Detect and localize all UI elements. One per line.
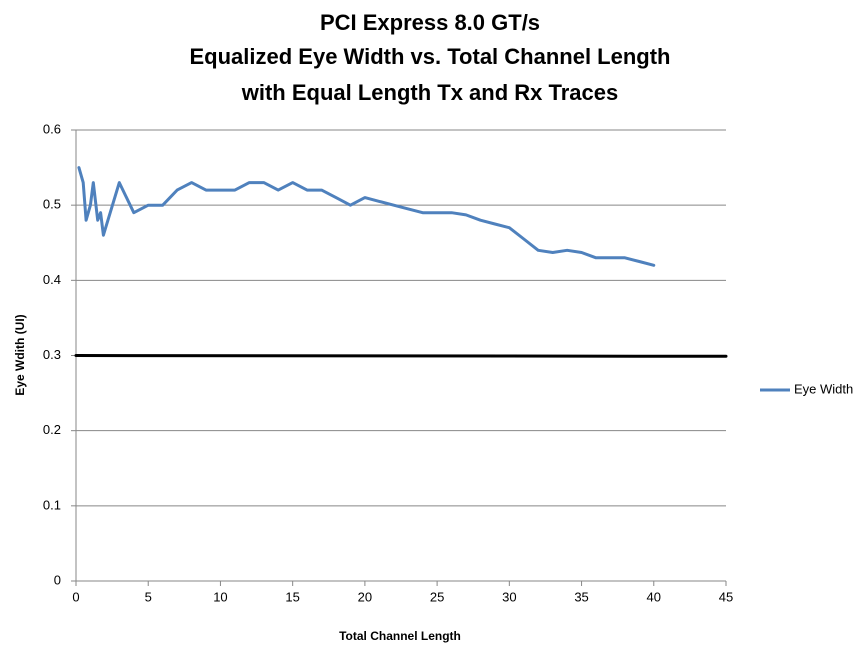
x-tick-label: 25 bbox=[430, 589, 444, 604]
x-axis-label: Total Channel Length bbox=[339, 629, 461, 643]
x-tick-label: 40 bbox=[647, 589, 661, 604]
x-tick-label: 35 bbox=[574, 589, 588, 604]
chart-title: Equalized Eye Width vs. Total Channel Le… bbox=[190, 44, 671, 69]
chart-title: PCI Express 8.0 GT/s bbox=[320, 10, 540, 35]
x-tick-label: 20 bbox=[358, 589, 372, 604]
y-tick-label: 0.1 bbox=[43, 497, 61, 512]
y-tick-label: 0.2 bbox=[43, 422, 61, 437]
y-tick-label: 0.4 bbox=[43, 272, 61, 287]
x-tick-label: 15 bbox=[285, 589, 299, 604]
y-axis-label: Eye Wdith (UI) bbox=[13, 314, 27, 395]
x-tick-label: 45 bbox=[719, 589, 733, 604]
x-tick-label: 30 bbox=[502, 589, 516, 604]
data-line bbox=[77, 166, 656, 267]
y-tick-label: 0.6 bbox=[43, 121, 61, 136]
chart-title: with Equal Length Tx and Rx Traces bbox=[241, 80, 619, 105]
y-tick-label: 0.5 bbox=[43, 197, 61, 212]
x-tick-label: 5 bbox=[145, 589, 152, 604]
x-tick-label: 0 bbox=[72, 589, 79, 604]
limit-line bbox=[74, 354, 728, 358]
y-tick-label: 0.3 bbox=[43, 347, 61, 362]
y-tick-label: 0 bbox=[54, 572, 61, 587]
legend-label: Eye Width bbox=[794, 381, 853, 396]
x-tick-label: 10 bbox=[213, 589, 227, 604]
